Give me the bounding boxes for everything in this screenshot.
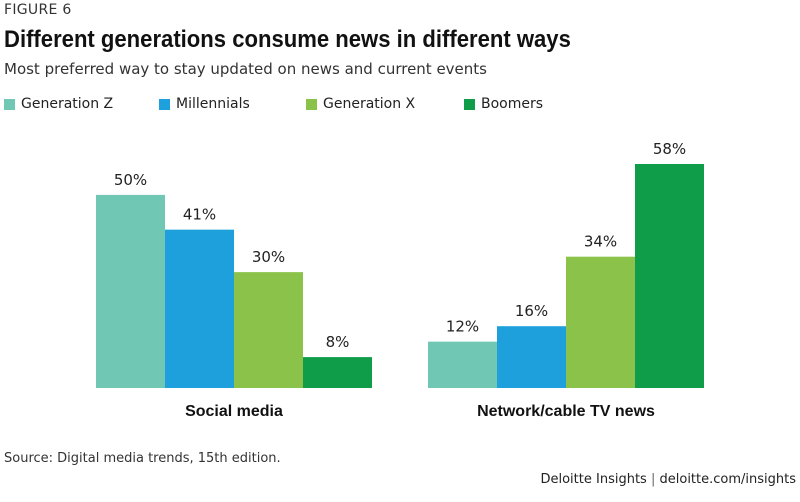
chart-subtitle: Most preferred way to stay updated on ne…	[4, 60, 487, 78]
bar-millennials-network-cable-tv-news	[497, 326, 566, 388]
legend-label-generation-z: Generation Z	[21, 96, 114, 112]
legend-label-millennials: Millennials	[176, 96, 250, 112]
data-label: 8%	[326, 333, 350, 351]
bar-chart: 50% 41% 30% 8% Social media 12% 16% 34% 58% Netwo…	[96, 140, 704, 420]
chart-title: Different generations consume news in di…	[4, 26, 571, 53]
data-label: 34%	[584, 233, 617, 251]
source-note: Source: Digital media trends, 15th editi…	[4, 451, 281, 466]
figure-label: FIGURE 6	[4, 2, 72, 18]
legend-item-millennials: Millennials	[159, 96, 250, 112]
category-label: Social media	[185, 403, 283, 420]
legend-swatch-millennials	[159, 98, 170, 110]
bar-boomers-network-cable-tv-news	[635, 164, 704, 388]
data-label: 30%	[252, 248, 285, 266]
legend-swatch-generation-z	[4, 98, 15, 110]
data-label: 12%	[446, 318, 479, 336]
credit: Deloitte Insights | deloitte.com/insight…	[540, 472, 796, 487]
legend: Generation Z Millennials Generation X Bo…	[4, 96, 784, 114]
legend-item-generation-x: Generation X	[306, 96, 415, 112]
data-label: 58%	[653, 140, 686, 158]
bar-millennials-social-media	[165, 229, 234, 388]
legend-swatch-generation-x	[306, 98, 317, 110]
bar-generation-z-social-media	[96, 194, 165, 388]
data-label: 16%	[515, 302, 548, 320]
legend-item-boomers: Boomers	[464, 96, 543, 112]
credit-brand: Deloitte Insights	[540, 472, 647, 487]
legend-item-generation-z: Generation Z	[4, 96, 113, 112]
data-label: 50%	[114, 171, 147, 189]
credit-site: deloitte.com/insights	[659, 472, 797, 487]
category-label: Network/cable TV news	[477, 403, 655, 420]
credit-separator: |	[650, 472, 656, 487]
bar-generation-x-social-media	[234, 272, 303, 388]
bar-generation-x-network-cable-tv-news	[566, 256, 635, 388]
legend-swatch-boomers	[464, 98, 475, 110]
bar-generation-z-network-cable-tv-news	[428, 341, 497, 388]
bar-boomers-social-media	[303, 357, 372, 388]
legend-label-generation-x: Generation X	[323, 96, 416, 112]
data-label: 41%	[183, 206, 216, 224]
legend-label-boomers: Boomers	[481, 96, 544, 112]
